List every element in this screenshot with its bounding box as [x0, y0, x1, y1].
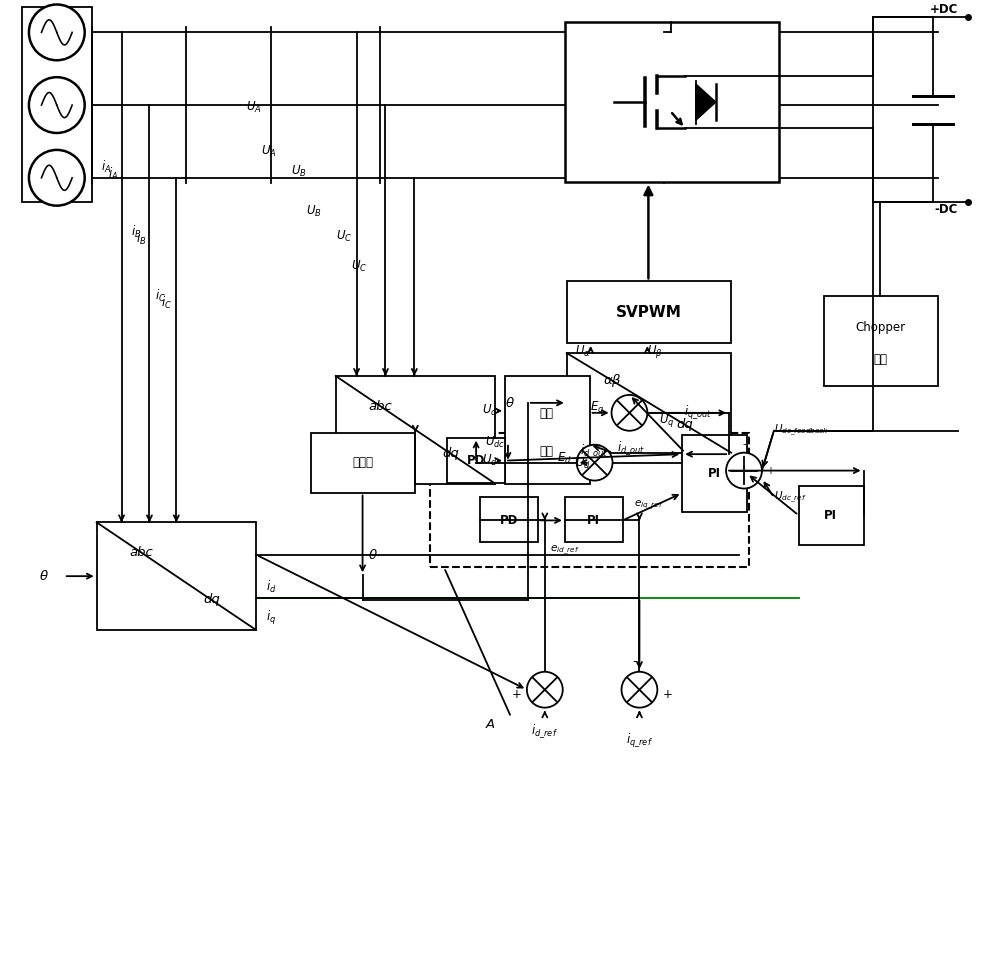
Text: $U_q$: $U_q$ — [482, 402, 498, 420]
Text: +DC: +DC — [930, 3, 958, 16]
Text: $i_A$: $i_A$ — [101, 158, 112, 175]
Text: 锁相环: 锁相环 — [352, 456, 373, 469]
Text: -: - — [742, 439, 746, 448]
Text: abc: abc — [129, 546, 153, 559]
Text: $e_{id\_ref}$: $e_{id\_ref}$ — [550, 543, 580, 557]
Text: $U_q$: $U_q$ — [659, 412, 675, 429]
Bar — [22, 8, 92, 202]
Text: $i_C$: $i_C$ — [161, 296, 172, 311]
Bar — [799, 486, 864, 545]
Text: +: + — [766, 466, 774, 475]
Text: $i_{d\_ref}$: $i_{d\_ref}$ — [531, 723, 558, 740]
Circle shape — [29, 5, 85, 60]
Text: +: + — [512, 688, 522, 701]
Circle shape — [577, 444, 613, 481]
Text: $U_C$: $U_C$ — [351, 259, 367, 274]
Text: dq: dq — [442, 447, 459, 460]
Text: $\theta$: $\theta$ — [39, 569, 49, 583]
Text: $i_{d\_out}$: $i_{d\_out}$ — [617, 439, 645, 457]
Circle shape — [29, 150, 85, 205]
Text: $U_d$: $U_d$ — [482, 453, 498, 468]
Text: PD: PD — [500, 514, 518, 527]
Text: -: - — [632, 656, 637, 668]
Bar — [430, 433, 749, 567]
Text: $U_A$: $U_A$ — [261, 144, 277, 159]
Text: $U_{dc\_ref}$: $U_{dc\_ref}$ — [774, 490, 807, 505]
Text: $\theta$: $\theta$ — [368, 548, 377, 563]
Text: $U_d$: $U_d$ — [575, 456, 591, 471]
Text: $\alpha\beta$: $\alpha\beta$ — [603, 372, 622, 390]
Text: PI: PI — [587, 514, 600, 527]
Text: 前馈: 前馈 — [540, 444, 554, 458]
Text: $i_C$: $i_C$ — [155, 288, 166, 304]
Text: $U_\alpha$: $U_\alpha$ — [575, 344, 591, 359]
Text: $e_{iq\_ref}$: $e_{iq\_ref}$ — [634, 499, 664, 512]
Text: Chopper: Chopper — [855, 322, 906, 334]
Text: SVPWM: SVPWM — [615, 304, 681, 320]
Text: $i_q$: $i_q$ — [266, 609, 276, 627]
Text: PI: PI — [824, 509, 837, 522]
Bar — [567, 281, 731, 343]
Text: PD: PD — [467, 454, 485, 468]
Text: 电网: 电网 — [540, 407, 554, 420]
Text: -DC: -DC — [935, 204, 958, 216]
Bar — [97, 522, 256, 630]
Text: $i_{q\_ref}$: $i_{q\_ref}$ — [626, 732, 653, 750]
Text: $U_\beta$: $U_\beta$ — [647, 343, 663, 360]
Text: dq: dq — [677, 419, 693, 431]
Text: $U_B$: $U_B$ — [306, 204, 322, 219]
Bar — [447, 438, 505, 483]
Text: $U_B$: $U_B$ — [291, 164, 307, 180]
Text: +: + — [662, 688, 672, 701]
Text: $i_A$: $i_A$ — [108, 166, 118, 181]
Bar — [682, 435, 747, 513]
Circle shape — [622, 672, 657, 708]
Polygon shape — [696, 84, 716, 120]
Circle shape — [612, 395, 647, 431]
Circle shape — [726, 453, 762, 489]
Text: $i_d$: $i_d$ — [266, 579, 276, 595]
Text: abc: abc — [368, 399, 392, 413]
Text: $U_C$: $U_C$ — [336, 229, 352, 244]
Bar — [505, 376, 590, 484]
Bar — [311, 433, 415, 492]
Bar — [565, 497, 623, 542]
Text: $U_{dc}$: $U_{dc}$ — [485, 435, 505, 450]
Bar — [565, 22, 779, 181]
Circle shape — [527, 672, 563, 708]
Text: PI: PI — [708, 468, 721, 480]
Text: 组件: 组件 — [873, 352, 887, 366]
Text: $\theta$: $\theta$ — [505, 396, 515, 410]
Bar — [480, 497, 538, 542]
Text: $i_{d\_out}$: $i_{d\_out}$ — [580, 442, 608, 460]
Text: $i_B$: $i_B$ — [136, 230, 147, 247]
Text: $E_d$: $E_d$ — [557, 451, 572, 467]
Text: $E_q$: $E_q$ — [590, 399, 605, 417]
Bar — [567, 353, 731, 453]
Text: $i_B$: $i_B$ — [131, 224, 141, 240]
Circle shape — [29, 77, 85, 133]
Text: $i_{q\_out}$: $i_{q\_out}$ — [684, 404, 713, 421]
Text: $A$: $A$ — [485, 718, 495, 732]
Text: dq: dq — [203, 593, 220, 607]
Bar — [336, 376, 495, 484]
Bar — [824, 297, 938, 386]
Text: $U_A$: $U_A$ — [246, 100, 262, 114]
Text: $U_{dc\_feedback}$: $U_{dc\_feedback}$ — [774, 423, 829, 439]
